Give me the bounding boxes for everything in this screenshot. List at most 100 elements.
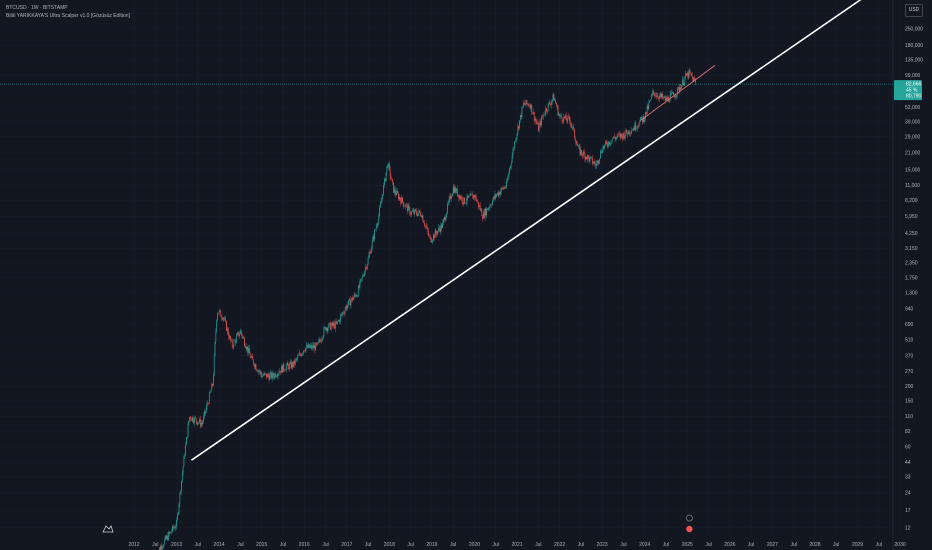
indicator-title[interactable]: Bilâl YARIKKAYA'S Ultra Scalper v1.0 [Gö… <box>6 13 130 19</box>
candlestick-series <box>158 68 696 550</box>
candle-body <box>246 346 248 350</box>
candle-body <box>690 72 691 73</box>
candle-body <box>393 182 394 193</box>
candle-body <box>450 195 452 199</box>
candle-body <box>695 79 696 83</box>
candle-body <box>184 455 186 457</box>
time-tick-label: Jul <box>705 542 711 548</box>
candle-body <box>686 73 687 76</box>
short-term-trendline[interactable] <box>640 65 716 121</box>
candle-body <box>301 353 303 356</box>
candle-body <box>372 236 374 241</box>
candle-body <box>249 348 250 354</box>
time-tick-label: 2014 <box>214 542 225 548</box>
candle-body <box>190 416 191 420</box>
candle-body <box>163 540 165 546</box>
candle-body <box>347 304 348 309</box>
candle-body <box>228 334 230 339</box>
candle-body <box>226 328 228 331</box>
candle-body <box>641 118 643 122</box>
candle-body <box>508 172 510 176</box>
candle-body <box>289 363 290 369</box>
candle-body <box>327 327 329 331</box>
candle-body <box>229 336 231 339</box>
candle-body <box>458 194 460 199</box>
price-tick-label: 82 <box>905 429 911 435</box>
price-tick-label: 33 <box>905 475 911 481</box>
chart-grid <box>0 0 901 550</box>
candle-body <box>666 97 668 101</box>
long-term-trendline[interactable] <box>191 0 893 461</box>
price-tick-label: 11,000 <box>905 183 920 189</box>
candle-body <box>225 318 227 322</box>
candle-body <box>431 241 433 243</box>
candle-body <box>435 230 437 234</box>
candle-body <box>681 84 682 90</box>
candle-body <box>287 362 289 365</box>
event-markers <box>686 514 693 533</box>
candle-body <box>588 156 590 162</box>
candle-body <box>550 104 551 105</box>
candle-body <box>255 364 257 370</box>
candle-body <box>509 167 511 173</box>
candle-body <box>387 166 389 168</box>
candle-body <box>253 364 255 368</box>
candle-body <box>407 204 408 212</box>
currency-button[interactable]: USD <box>905 4 923 17</box>
candle-body <box>377 223 379 226</box>
candle-body <box>416 210 417 215</box>
candle-body <box>575 140 577 145</box>
candle-body <box>278 373 280 374</box>
time-tick-label: 2015 <box>256 542 267 548</box>
candle-body <box>321 339 322 342</box>
candle-body <box>420 215 422 218</box>
candle-body <box>239 333 240 337</box>
candle-body <box>388 163 389 168</box>
price-tick-label: 135,000 <box>905 57 923 63</box>
symbol-title[interactable]: BTCUSD · 1W · BITSTAMP <box>6 5 68 11</box>
price-tick-label: 150 <box>905 399 914 405</box>
time-tick-label: Jul <box>365 542 371 548</box>
candle-body <box>457 194 459 196</box>
candle-body <box>294 359 296 365</box>
candle-body <box>446 212 448 218</box>
candle-body <box>166 535 168 539</box>
candle-body <box>635 123 637 130</box>
candle-body <box>393 188 395 193</box>
candle-body <box>589 157 591 162</box>
candle-body <box>380 203 381 208</box>
candle-body <box>280 371 281 373</box>
candle-body <box>245 347 247 350</box>
candle-body <box>198 422 200 423</box>
candle-body <box>368 255 370 259</box>
candle-body <box>498 192 500 196</box>
candle-body <box>529 105 531 109</box>
candle-body <box>560 114 561 117</box>
candle-body <box>426 227 428 228</box>
candle-body <box>544 113 546 116</box>
candle-body <box>247 346 249 353</box>
candle-body <box>367 258 369 265</box>
candle-body <box>210 390 212 393</box>
candle-body <box>260 371 262 375</box>
current-price-value: 82,666 <box>906 82 922 88</box>
candle-body <box>486 208 488 216</box>
price-tick-label: 17 <box>905 508 911 514</box>
time-tick-label: 2018 <box>384 542 395 548</box>
candle-body <box>540 121 542 126</box>
low-price-value: 80,790 <box>906 94 922 100</box>
candle-body <box>344 309 346 314</box>
candle-body <box>350 300 352 306</box>
time-tick-label: Jul <box>450 542 456 548</box>
candle-body <box>462 202 464 204</box>
candle-body <box>288 364 290 369</box>
candle-body <box>479 205 481 211</box>
flag-marker-icon <box>686 525 693 533</box>
candle-body <box>632 128 634 131</box>
candle-body <box>658 97 659 99</box>
candle-body <box>397 190 398 194</box>
candle-body <box>463 197 465 204</box>
candle-body <box>203 415 204 423</box>
candle-body <box>293 360 294 367</box>
